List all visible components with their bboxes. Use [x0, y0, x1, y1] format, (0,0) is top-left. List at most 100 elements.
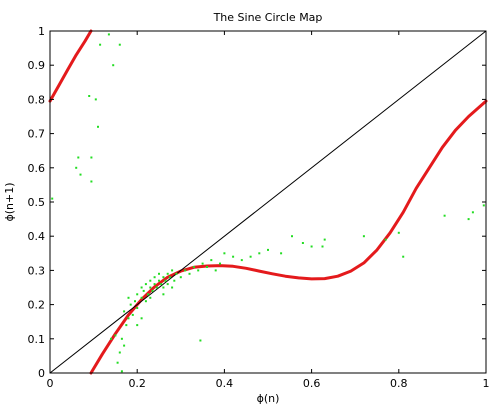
- orbit-point: [123, 310, 126, 313]
- orbit-point: [175, 272, 178, 275]
- orbit-point: [75, 166, 78, 169]
- orbit-point: [158, 279, 160, 282]
- orbit-point: [171, 269, 174, 272]
- orbit-point: [162, 286, 165, 289]
- x-tick-label: 0.2: [128, 377, 146, 390]
- orbit-point: [136, 293, 139, 296]
- orbit-point: [210, 259, 213, 262]
- y-axis-ticks: 0 0.1 0.2 0.3 0.4 0.5 0.6 0.7 0.8 0.9 1: [28, 25, 486, 380]
- orbit-point: [214, 269, 217, 272]
- curves-layer: [48, 29, 488, 375]
- y-tick-label: 0.2: [28, 299, 46, 312]
- orbit-point: [149, 279, 152, 282]
- orbit-point: [471, 211, 474, 214]
- orbit-point: [301, 242, 304, 244]
- orbit-point: [147, 293, 150, 296]
- diagonal-line: [49, 30, 487, 374]
- y-tick-label: 0.7: [28, 128, 46, 141]
- orbit-point: [123, 344, 126, 347]
- orbit-point: [171, 286, 174, 289]
- orbit-point: [384, 238, 387, 241]
- orbit-point: [149, 296, 152, 299]
- orbit-point: [107, 33, 110, 36]
- orbit-point: [151, 289, 154, 292]
- y-tick-label: 0.4: [28, 230, 46, 243]
- orbit-point: [79, 173, 82, 176]
- x-tick-label: 1: [483, 377, 489, 390]
- orbit-point: [323, 238, 326, 241]
- y-axis-label: ϕ(n+1): [3, 182, 16, 221]
- orbit-point: [153, 283, 156, 286]
- x-axis-label: ϕ(n): [257, 392, 280, 405]
- orbit-point: [131, 313, 134, 316]
- orbit-point: [51, 197, 54, 200]
- orbit-point: [467, 218, 470, 221]
- orbit-point: [291, 235, 293, 238]
- orbit-point: [134, 300, 136, 303]
- orbit-point: [127, 317, 130, 320]
- orbit-point: [127, 296, 130, 299]
- orbit-point: [164, 279, 167, 282]
- x-axis-ticks: 0 0.2 0.4 0.6 0.8 1: [47, 31, 489, 390]
- orbit-point: [158, 272, 160, 275]
- orbit-point: [206, 266, 208, 268]
- orbit-point: [443, 214, 446, 217]
- y-tick-label: 0.6: [28, 162, 46, 175]
- orbit-point: [140, 317, 143, 320]
- orbit-point: [362, 235, 365, 238]
- orbit-point: [184, 269, 187, 272]
- orbit-point: [88, 95, 91, 97]
- orbit-point: [199, 339, 202, 342]
- orbit-point: [77, 156, 80, 159]
- y-tick-label: 0.1: [28, 333, 46, 346]
- orbit-point: [482, 204, 485, 207]
- orbit-point: [155, 286, 158, 289]
- orbit-point: [118, 43, 121, 46]
- x-tick-label: 0.8: [390, 377, 408, 390]
- orbit-point: [162, 293, 165, 296]
- y-tick-label: 0.8: [28, 93, 46, 106]
- orbit-point: [120, 337, 123, 340]
- orbit-points-layer: [51, 33, 485, 373]
- orbit-point: [90, 180, 93, 183]
- y-tick-label: 0.5: [28, 196, 46, 209]
- orbit-point: [192, 266, 195, 268]
- orbit-point: [112, 64, 115, 67]
- orbit-point: [402, 255, 405, 258]
- y-tick-label: 1: [38, 25, 45, 38]
- orbit-point: [188, 272, 191, 275]
- orbit-point: [136, 324, 139, 327]
- orbit-point: [280, 252, 283, 255]
- orbit-point: [310, 245, 313, 248]
- orbit-point: [120, 370, 123, 373]
- orbit-point: [129, 303, 132, 306]
- orbit-point: [240, 259, 243, 262]
- orbit-point: [166, 272, 169, 275]
- orbit-point: [144, 283, 147, 286]
- orbit-point: [160, 283, 163, 286]
- orbit-point: [136, 307, 139, 309]
- x-tick-label: 0.4: [216, 377, 234, 390]
- orbit-point: [116, 361, 119, 364]
- orbit-point: [149, 286, 152, 289]
- y-tick-label: 0.3: [28, 264, 46, 277]
- orbit-point: [162, 276, 165, 279]
- map-curve-branch-1: [48, 29, 93, 103]
- orbit-point: [197, 269, 200, 272]
- orbit-point: [166, 283, 169, 286]
- orbit-point: [232, 255, 235, 258]
- orbit-point: [140, 286, 143, 289]
- orbit-point: [140, 296, 143, 299]
- x-tick-label: 0.6: [303, 377, 321, 390]
- orbit-point: [90, 156, 93, 159]
- orbit-point: [173, 279, 176, 282]
- plot-area: [48, 29, 488, 375]
- orbit-point: [144, 300, 147, 303]
- orbit-point: [94, 98, 97, 101]
- map-curve-branch-2: [89, 99, 488, 375]
- orbit-point: [267, 248, 269, 251]
- orbit-point: [118, 351, 121, 354]
- chart-title: The Sine Circle Map: [213, 11, 323, 24]
- orbit-point: [114, 334, 117, 337]
